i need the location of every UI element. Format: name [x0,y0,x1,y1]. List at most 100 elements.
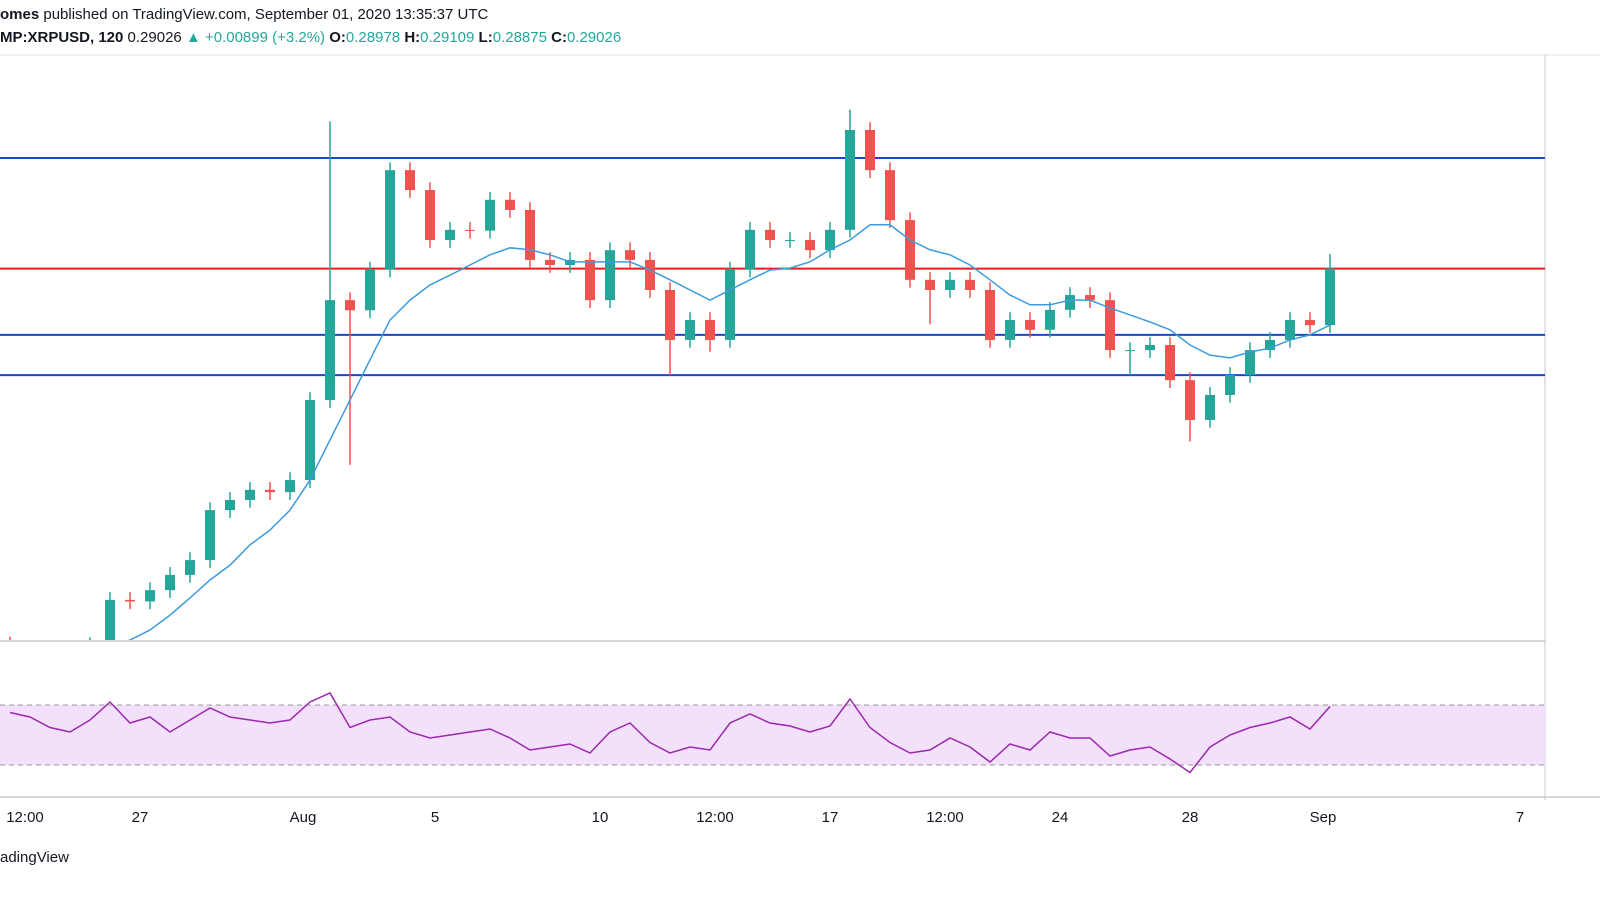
candle-body [185,560,195,575]
candle-body [1145,345,1155,351]
candle-body [945,279,955,290]
rsi-line [9,692,1331,774]
candle-body [1025,320,1035,330]
candle-body [385,170,395,270]
candle-body [1245,350,1255,376]
candle-body [1005,320,1015,340]
candle-body [585,259,595,301]
candle-body [905,220,915,280]
candle-body [645,259,655,290]
candle-body [665,289,675,340]
x-tick-label: 5 [431,809,439,826]
change: ▲ +0.00899 (+3.2%) [186,29,325,46]
h-label: H: [404,29,420,46]
candle-body [1065,295,1075,310]
x-tick-label: Aug [290,809,317,826]
footer: adingView [0,849,69,866]
time-axis: 12:00 27 Aug 5 10 12:00 17 12:00 24 28 Sep 7 [6,809,1524,826]
candle-body [465,229,475,231]
candle-body [625,250,635,260]
candle-body [1165,345,1175,381]
x-tick-label: 17 [822,809,839,826]
h: 0.29109 [420,29,474,46]
l: 0.28875 [493,29,547,46]
candle-body [165,574,175,591]
o: 0.28978 [346,29,400,46]
candle-body [1085,295,1095,301]
candle-body [825,229,835,251]
candle-body [845,129,855,230]
candle-body [1185,380,1195,420]
candle-body [125,599,135,602]
candle-body [1285,320,1295,340]
candle-body [1265,339,1275,351]
candle-body [525,209,535,260]
candle-body [85,645,95,655]
x-tick-label: 7 [1516,809,1524,826]
candle-body [145,590,155,602]
candle-body [345,300,355,311]
c: 0.29026 [567,29,621,46]
x-tick-label: 12:00 [696,809,734,826]
price: 0.29026 [128,29,182,46]
candle-body [245,489,255,500]
rsi-band [0,705,1545,765]
candle-body [45,655,55,658]
x-tick-label: 12:00 [6,809,44,826]
candle-body [605,250,615,301]
candle-body [485,199,495,231]
candle-body [965,279,975,290]
candle-body [1205,394,1215,420]
o-label: O: [329,29,346,46]
candle-body [725,269,735,340]
candle-body [105,599,115,640]
published: published on TradingView.com, September … [43,6,488,23]
candle-body [925,279,935,290]
candle-body [865,129,875,171]
candle-body [745,229,755,270]
candle-body [1045,309,1055,330]
candle-body [1105,300,1115,351]
candle-body [305,400,315,481]
candle-body [365,269,375,311]
x-tick-label: 10 [592,809,609,826]
moving-average [127,224,1331,640]
x-tick-label: 12:00 [926,809,964,826]
candle-body [65,655,75,658]
candle-body [765,229,775,241]
main-pane [0,109,1545,658]
candle-body [265,489,275,493]
header-line-2: MP:XRPUSD, 120 0.29026 ▲ +0.00899 (+3.2%… [0,29,621,46]
l-label: L: [479,29,493,46]
candle-body [545,259,555,265]
candle-body [325,300,335,401]
candle-body [425,190,435,241]
candle-body [1325,268,1335,326]
x-tick-label: 28 [1182,809,1199,826]
candle-body [5,644,15,649]
rsi-pane [0,692,1545,774]
candle-body [785,240,795,242]
candle-body [285,480,295,493]
candle-body [705,320,715,340]
candle-body [405,170,415,191]
candle-body [1305,320,1315,326]
candle-body [1125,350,1135,352]
candle-body [685,320,695,340]
header-line-1: omes published on TradingView.com, Septe… [0,6,489,23]
candle-body [505,199,515,210]
candle-body [205,510,215,561]
candle-body [225,499,235,511]
candle-body [885,170,895,221]
x-tick-label: 27 [132,809,149,826]
x-tick-label: 24 [1052,809,1069,826]
symbol: MP:XRPUSD, 120 [0,29,123,46]
author: omes [0,6,39,23]
candle-body [985,289,995,340]
candle-body [445,229,455,241]
candle-body [25,650,35,655]
c-label: C: [551,29,567,46]
x-tick-label: Sep [1310,809,1337,826]
candle-body [805,240,815,251]
